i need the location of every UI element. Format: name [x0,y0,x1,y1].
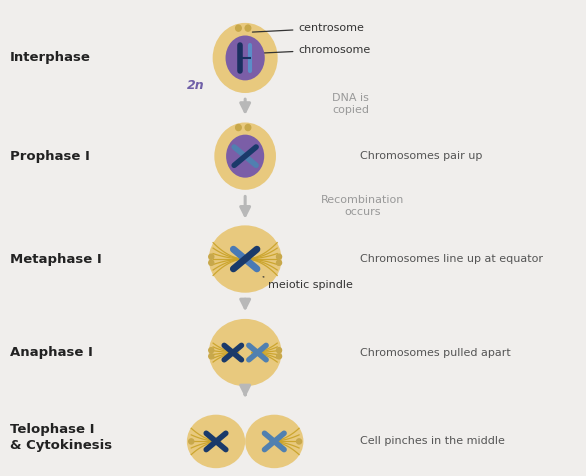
Ellipse shape [209,347,214,353]
Ellipse shape [226,36,265,80]
Ellipse shape [245,415,304,468]
Ellipse shape [187,415,245,468]
Text: Metaphase I: Metaphase I [10,253,101,266]
Ellipse shape [277,347,281,353]
Ellipse shape [277,260,281,265]
Ellipse shape [209,354,214,359]
Ellipse shape [209,260,214,265]
Text: chromosome: chromosome [260,45,370,55]
Text: Chromosomes line up at equator: Chromosomes line up at equator [360,254,543,264]
Ellipse shape [245,125,251,130]
Text: meiotic spindle: meiotic spindle [263,277,352,290]
Text: Prophase I: Prophase I [10,149,90,163]
Ellipse shape [236,125,241,130]
Text: Chromosomes pair up: Chromosomes pair up [360,151,482,161]
Ellipse shape [213,23,278,93]
Text: Anaphase I: Anaphase I [10,346,93,359]
Text: Telophase I
& Cytokinesis: Telophase I & Cytokinesis [10,423,112,452]
Ellipse shape [297,439,302,444]
Ellipse shape [236,25,241,31]
Ellipse shape [277,254,281,259]
Text: Interphase: Interphase [10,51,91,64]
Text: Chromosomes pulled apart: Chromosomes pulled apart [360,347,511,357]
Ellipse shape [209,225,282,293]
Ellipse shape [277,354,281,359]
Text: Recombination
occurs: Recombination occurs [321,196,404,217]
Ellipse shape [189,439,194,444]
Ellipse shape [209,254,214,259]
Text: 2n: 2n [187,79,205,91]
Ellipse shape [214,122,276,190]
Text: centrosome: centrosome [253,23,364,33]
Ellipse shape [245,25,251,31]
Text: Cell pinches in the middle: Cell pinches in the middle [360,436,505,446]
Text: DNA is
copied: DNA is copied [332,93,369,115]
Ellipse shape [226,135,264,178]
Ellipse shape [209,319,282,386]
